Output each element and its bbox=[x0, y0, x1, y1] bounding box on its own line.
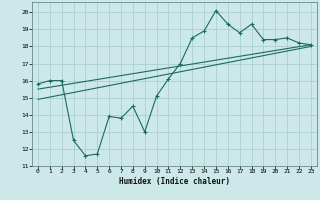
X-axis label: Humidex (Indice chaleur): Humidex (Indice chaleur) bbox=[119, 177, 230, 186]
